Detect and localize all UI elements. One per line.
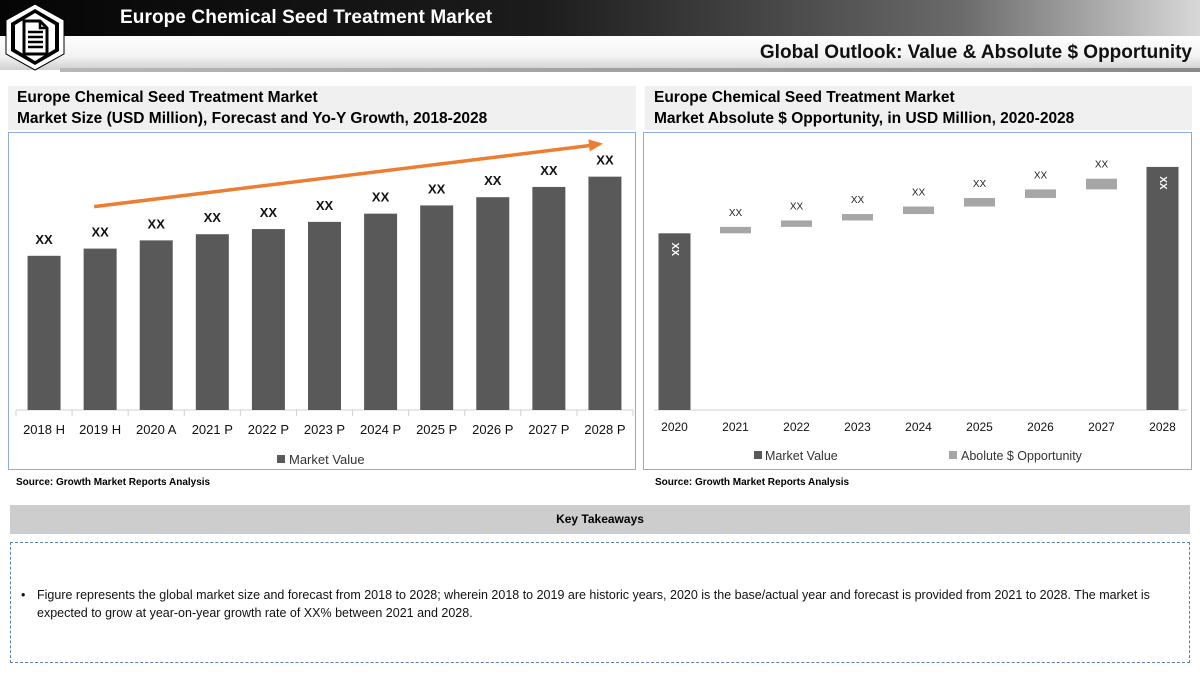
bar-market-value bbox=[139, 240, 173, 410]
bar-data-label: XX bbox=[372, 190, 390, 205]
x-tick-label: 2028 P bbox=[584, 422, 625, 437]
bar-absolute-opportunity bbox=[1025, 189, 1056, 198]
x-tick-label: 2024 P bbox=[360, 422, 401, 437]
opportunity-data-label: XX bbox=[912, 188, 926, 199]
bar-data-label: XX bbox=[669, 243, 680, 257]
right-chart-title-line2: Market Absolute $ Opportunity, in USD Mi… bbox=[654, 110, 1075, 127]
x-tick-label: 2020 A bbox=[136, 422, 177, 437]
x-tick-label: 2026 P bbox=[472, 422, 513, 437]
bar-absolute-opportunity bbox=[720, 226, 751, 234]
x-tick-label: 2025 P bbox=[416, 422, 457, 437]
x-tick-label: 2020 bbox=[661, 420, 688, 434]
bar-data-label: XX bbox=[596, 153, 614, 168]
bar-absolute-opportunity bbox=[842, 214, 873, 221]
bar-absolute-opportunity bbox=[964, 197, 995, 207]
document-icon bbox=[5, 3, 65, 71]
key-takeaway-bullet: Figure represents the global market size… bbox=[21, 586, 1181, 622]
bar-data-label: XX bbox=[91, 225, 109, 240]
key-takeaways-header: Key Takeaways bbox=[10, 505, 1190, 534]
x-tick-label: 2026 bbox=[1027, 420, 1054, 434]
bar-market-value bbox=[83, 248, 117, 410]
x-tick-label: 2024 bbox=[905, 420, 932, 434]
bar-absolute-opportunity bbox=[781, 220, 812, 227]
x-tick-label: 2021 P bbox=[192, 422, 233, 437]
x-tick-label: 2022 bbox=[783, 420, 810, 434]
x-tick-label: 2023 bbox=[844, 420, 871, 434]
bar-market-value bbox=[364, 213, 398, 410]
opportunity-data-label: XX bbox=[790, 201, 804, 212]
x-tick-label: 2019 H bbox=[79, 422, 121, 437]
left-chart-title: Europe Chemical Seed Treatment Market Ma… bbox=[8, 86, 636, 130]
header-subbar bbox=[0, 36, 1200, 70]
left-chart-title-line1: Europe Chemical Seed Treatment Market bbox=[17, 89, 318, 106]
x-tick-label: 2018 H bbox=[23, 422, 65, 437]
x-tick-label: 2027 bbox=[1088, 420, 1115, 434]
x-tick-label: 2025 bbox=[966, 420, 993, 434]
absolute-opportunity-chart-svg: XX 2020 XX 2021 XX 2022 XX 2023 XX 2024 XX 2025 XX 20… bbox=[654, 160, 1187, 463]
left-chart-title-line2: Market Size (USD Million), Forecast and … bbox=[17, 110, 488, 127]
legend-label-market-value: Market Value bbox=[289, 452, 365, 467]
opportunity-data-label: XX bbox=[1034, 170, 1048, 181]
key-takeaways-box: Figure represents the global market size… bbox=[10, 542, 1190, 663]
opportunity-data-label: XX bbox=[1095, 160, 1109, 171]
bar-market-value bbox=[251, 229, 285, 410]
right-chart-title: Europe Chemical Seed Treatment Market Ma… bbox=[645, 86, 1192, 130]
opportunity-data-label: XX bbox=[973, 179, 987, 190]
bar-market-value bbox=[27, 255, 61, 410]
x-tick-label: 2021 bbox=[722, 420, 749, 434]
legend-label-market-value: Market Value bbox=[765, 449, 838, 463]
x-tick-label: 2022 P bbox=[248, 422, 289, 437]
bar-data-label: XX bbox=[35, 232, 53, 247]
market-size-chart-svg: XX 2018 H XX 2019 H XX 2020 A XX 2021 P XX 2022 P… bbox=[15, 139, 634, 467]
page-header: Europe Chemical Seed Treatment Market Gl… bbox=[0, 0, 1200, 74]
x-tick-label: 2028 bbox=[1149, 420, 1176, 434]
bar-absolute-opportunity bbox=[903, 206, 934, 215]
x-tick-label: 2023 P bbox=[304, 422, 345, 437]
bar-data-label: XX bbox=[316, 198, 334, 213]
bar-market-value bbox=[532, 186, 566, 410]
bar-data-label: XX bbox=[204, 210, 222, 225]
legend-swatch-market-value bbox=[754, 451, 762, 459]
bar-market-value bbox=[1146, 166, 1179, 410]
key-takeaways-list: Figure represents the global market size… bbox=[21, 586, 1181, 622]
bar-data-label: XX bbox=[1157, 176, 1168, 190]
legend-label-opportunity: Abolute $ Opportunity bbox=[961, 449, 1083, 463]
x-tick-label: 2027 P bbox=[528, 422, 569, 437]
bar-data-label: XX bbox=[540, 163, 558, 178]
right-chart-source: Source: Growth Market Reports Analysis bbox=[655, 477, 850, 488]
growth-arrow bbox=[93, 143, 594, 209]
opportunity-data-label: XX bbox=[729, 208, 743, 219]
bar-data-label: XX bbox=[484, 173, 502, 188]
legend-swatch-market-value bbox=[277, 455, 285, 463]
bar-market-value bbox=[195, 234, 229, 410]
market-size-chart: XX 2018 H XX 2019 H XX 2020 A XX 2021 P XX 2022 P… bbox=[8, 132, 636, 470]
bar-data-label: XX bbox=[260, 205, 278, 220]
bar-market-value bbox=[658, 233, 691, 410]
page-subtitle: Global Outlook: Value & Absolute $ Oppor… bbox=[759, 42, 1192, 63]
bar-data-label: XX bbox=[428, 181, 446, 196]
header-bar bbox=[0, 0, 1200, 36]
bar-data-label: XX bbox=[148, 216, 166, 231]
absolute-opportunity-chart: XX 2020 XX 2021 XX 2022 XX 2023 XX 2024 XX 2025 XX 20… bbox=[643, 132, 1192, 470]
legend-swatch-opportunity bbox=[949, 451, 957, 459]
bar-absolute-opportunity bbox=[1086, 178, 1117, 190]
header-divider bbox=[60, 68, 1200, 72]
bar-market-value bbox=[588, 176, 622, 410]
left-chart-source: Source: Growth Market Reports Analysis bbox=[16, 477, 211, 488]
right-chart-title-line1: Europe Chemical Seed Treatment Market bbox=[654, 89, 955, 106]
page-title: Europe Chemical Seed Treatment Market bbox=[120, 7, 493, 28]
bar-market-value bbox=[308, 221, 341, 410]
bar-market-value bbox=[476, 197, 510, 410]
opportunity-data-label: XX bbox=[851, 195, 865, 206]
growth-arrow-head bbox=[588, 139, 603, 152]
bar-market-value bbox=[420, 205, 454, 410]
